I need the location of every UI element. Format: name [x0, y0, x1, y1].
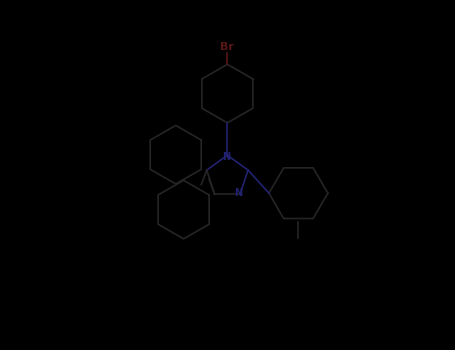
Text: Br: Br — [220, 42, 234, 52]
Text: N: N — [234, 188, 243, 198]
Text: N: N — [222, 152, 230, 162]
